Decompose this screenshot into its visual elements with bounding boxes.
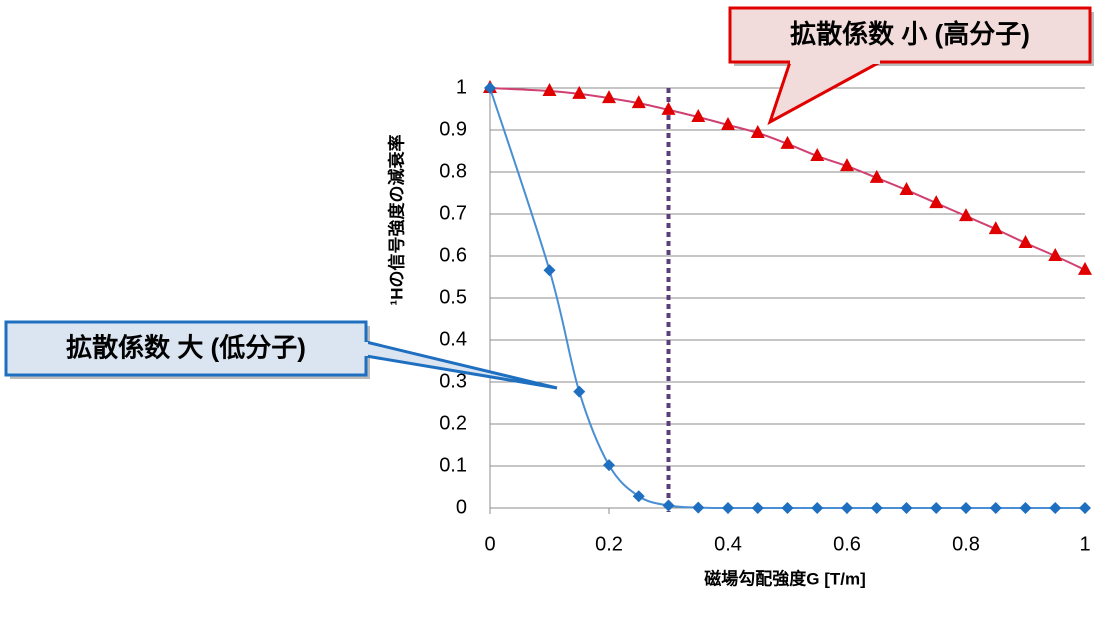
data-point — [691, 108, 706, 122]
y-tick-label: 0 — [456, 496, 467, 518]
x-axis-label: 磁場勾配強度G [T/m] — [704, 568, 866, 588]
y-tick-label: 0.5 — [439, 286, 467, 308]
x-tick-label: 0.6 — [833, 533, 861, 555]
callout-text: 拡散係数 大 (低分子) — [66, 332, 306, 362]
y-tick-label: 0.1 — [439, 454, 467, 476]
data-point — [840, 158, 854, 172]
data-point — [602, 90, 616, 104]
x-tick-label: 0.2 — [595, 533, 623, 555]
data-point — [870, 502, 883, 514]
y-tick-label: 0.3 — [439, 370, 467, 392]
data-point — [692, 501, 705, 514]
data-point — [899, 182, 914, 196]
y-tick-label: 0.4 — [439, 328, 467, 350]
data-point — [721, 116, 735, 130]
x-tick-label: 1 — [1079, 533, 1090, 555]
data-point — [960, 502, 972, 514]
data-point — [751, 502, 764, 514]
data-point — [1018, 234, 1033, 248]
y-axis-label: ¹Hの信号強度の減衰率 — [386, 135, 406, 306]
data-point — [632, 490, 645, 503]
data-point — [603, 459, 615, 472]
y-tick-label: 0.9 — [439, 118, 467, 140]
data-point — [810, 148, 825, 162]
y-tick-label: 0.7 — [439, 202, 467, 224]
data-point — [573, 385, 586, 398]
data-point — [811, 502, 824, 514]
data-point — [661, 101, 676, 115]
x-tick-label: 0 — [484, 533, 495, 555]
data-point — [781, 502, 794, 514]
data-point — [631, 95, 646, 109]
data-point — [1078, 261, 1092, 275]
y-tick-label: 1 — [456, 76, 467, 98]
data-point — [484, 82, 496, 94]
y-tick-label: 0.2 — [439, 412, 467, 434]
data-point — [929, 195, 944, 209]
data-point — [930, 502, 943, 514]
data-point — [988, 221, 1003, 235]
data-point — [572, 85, 587, 99]
data-point — [1048, 248, 1063, 261]
series-line — [489, 87, 1086, 271]
x-tick-label: 0.4 — [714, 533, 742, 555]
data-point — [780, 135, 795, 149]
data-point — [841, 502, 853, 514]
data-point — [1079, 502, 1091, 514]
callout-text: 拡散係数 小 (高分子) — [790, 19, 1030, 49]
data-point — [542, 82, 557, 96]
x-tick-label: 0.8 — [952, 533, 980, 555]
data-point — [1019, 502, 1032, 514]
callout: 拡散係数 大 (低分子) — [4, 320, 558, 390]
callout-pointer — [767, 60, 881, 126]
data-point — [543, 264, 556, 277]
y-tick-label: 0.8 — [439, 160, 467, 182]
data-point — [900, 502, 913, 514]
data-point — [662, 499, 675, 512]
data-point — [869, 169, 884, 183]
callout-box — [4, 320, 368, 377]
data-point — [722, 502, 734, 514]
data-point — [1049, 502, 1062, 514]
data-point — [750, 124, 765, 138]
data-point — [959, 208, 973, 222]
data-point — [989, 502, 1002, 514]
callout: 拡散係数 小 (高分子) — [728, 6, 1094, 126]
callout-box — [728, 6, 1092, 64]
y-tick-label: 0.6 — [439, 244, 467, 266]
